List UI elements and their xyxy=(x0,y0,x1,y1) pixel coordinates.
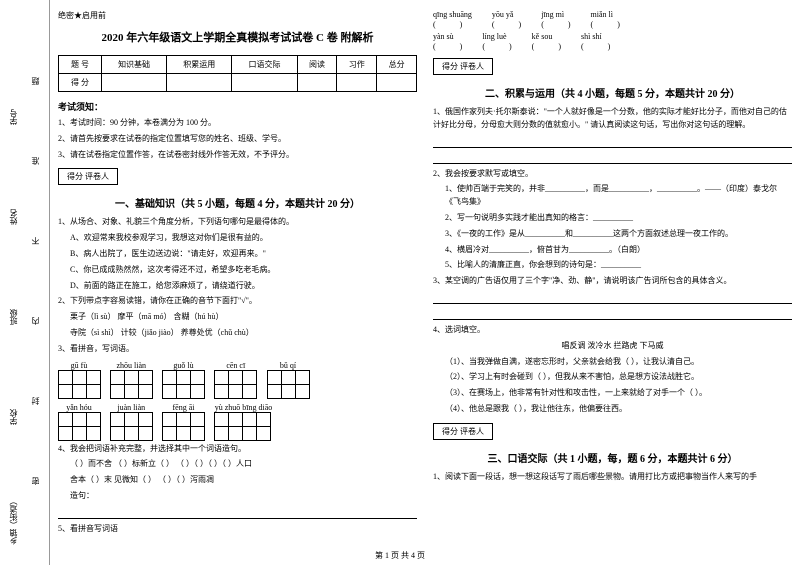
q2-4c: （3）、在赛场上，他非常有针对性和攻击性，一上来就给了对手一个（ ）。 xyxy=(433,387,792,400)
q1-3: 3、看拼音，写词语。 xyxy=(58,343,417,356)
seal-f: 题 xyxy=(30,77,41,85)
q2-4: 4、选词填空。 xyxy=(433,324,792,337)
margin-class: 班级 xyxy=(8,309,19,325)
q2-4d: （4）、他总是跟我（ ），我让他往东，他偏要往西。 xyxy=(433,403,792,416)
notice-3: 3、请在试卷指定位置作答，在试卷密封线外作答无效，不予评分。 xyxy=(58,149,417,162)
q1-1: 1、从场合、对象、礼貌三个角度分析，下列语句哪句是最得体的。 xyxy=(58,216,417,229)
left-column: 绝密★启用前 2020 年六年级语文上学期全真模拟考试试卷 C 卷 附解析 题 … xyxy=(58,10,417,555)
seal-c: 内 xyxy=(30,317,41,325)
q1-2b: 寺院（sì shì） 计较（jiǎo jiào） 养尊处优（chǔ chù） xyxy=(58,327,417,340)
binding-margin: 乡镇（街道） 学校 班级 姓名 学号 密 封 内 不 准 题 xyxy=(0,0,50,565)
score-table: 题 号知识基础积累运用口语交际阅读习作总分 得 分 xyxy=(58,55,417,92)
q2-2c: 3、《一夜的工作》是从__________和__________这两个方面叙述总… xyxy=(433,228,792,241)
seal-b: 封 xyxy=(30,397,41,405)
q2-3: 3、某空调的广告语仅用了三个字"净、劲、静"，请说明该广告词所包含的具体含义。 xyxy=(433,275,792,288)
seal-a: 密 xyxy=(30,477,41,485)
scorer-box-1: 得分 评卷人 xyxy=(58,168,118,185)
q1-5: 5、看拼音写词语 xyxy=(58,523,417,536)
q3-1: 1、阅读下面一段话，想一想这段话写了雨后哪些景物。请用打比方或把事物当作人来写的… xyxy=(433,471,792,484)
q2-2b: 2、写一句说明多实践才能出真知的格言：__________ xyxy=(433,212,792,225)
grid-row-1: gū fù zhōu liàn guǒ lù cēn cī bǔ qí xyxy=(58,359,417,401)
section-1-title: 一、基础知识（共 5 小题，每题 4 分，本题共计 20 分） xyxy=(58,195,417,210)
seal-d: 不 xyxy=(30,237,41,245)
q1-1b: B、病人出院了，医生边送边说："请走好，欢迎再来。" xyxy=(58,248,417,261)
q1-4c: 造句： xyxy=(58,490,417,503)
margin-school: 学校 xyxy=(8,409,19,425)
th-num: 题 号 xyxy=(59,56,102,74)
q1-1d: D、前面的路正在施工，给您添麻烦了，请绕道行驶。 xyxy=(58,280,417,293)
q1-2a: 栗子（lì sù） 摩平（mā mó） 含糊（hú hù） xyxy=(58,311,417,324)
exam-title: 2020 年六年级语文上学期全真模拟考试试卷 C 卷 附解析 xyxy=(58,29,417,45)
q1-4b: 舍本（ ）末 见微知（ ） （ ）（ ）泻雨凋 xyxy=(58,474,417,487)
q2-4a: （1）、当我弹做自满，遂密忘形时，父亲就会给我（ ），让我认清自己。 xyxy=(433,356,792,369)
margin-id: 学号 xyxy=(8,109,19,125)
scorer-box-3: 得分 评卷人 xyxy=(433,423,493,440)
th-score: 得 分 xyxy=(59,74,102,92)
margin-name: 姓名 xyxy=(8,209,19,225)
q2-4b: （2）、学习上有时会碰到（ ），但我从来不害怕，总是想方设法战胜它。 xyxy=(433,371,792,384)
q1-4a: （ ）而不舍 （ ）标新立（ ） （ ）（ ）（ ）（ ）人口 xyxy=(58,458,417,471)
q1-4: 4、我会把词语补充完整，并选择其中一个词语造句。 xyxy=(58,443,417,456)
section-3-title: 三、口语交际（共 1 小题，每，题 6 分，本题共计 6 分） xyxy=(433,450,792,465)
q1-1c: C、你已成成熟然然，这次考得还不过，希望多吃老毛病。 xyxy=(58,264,417,277)
grid-row-2: yǎn hóu juàn liàn fēng āi yù zhuō bīng d… xyxy=(58,401,417,443)
pinyin-row-2: yàn sù( ) líng luè( ) kě sou( ) shì shí(… xyxy=(433,32,792,52)
page-footer: 第 1 页 共 4 页 xyxy=(0,550,800,561)
secret-label: 绝密★启用前 xyxy=(58,10,417,21)
notice-1: 1、考试时间：90 分钟，本卷满分为 100 分。 xyxy=(58,117,417,130)
q2-2e: 5、比喻人的清廉正直，你会想到的诗句是：__________ xyxy=(433,259,792,272)
q2-2a: 1、使帅百端于完笑的，并非__________，而是__________，___… xyxy=(433,183,792,209)
q1-2: 2、下列带点字容易读错，请你在正确的音节下面打"√"。 xyxy=(58,295,417,308)
q2-1: 1、俄国作家列夫·托尔斯泰说："一个人就好像是一个分数，他的实际才能好比分子，而… xyxy=(433,106,792,132)
q1-1a: A、欢迎常来我校参观学习，我想这对你们是很有益的。 xyxy=(58,232,417,245)
right-column: qīng shuāng( ) yōu yǎ( ) jīng mì( ) miǎn… xyxy=(433,10,792,555)
q2-4h: 唱反调 泼冷水 拦路虎 下马威 xyxy=(433,340,792,353)
q2-2: 2、我会按要求默写或填空。 xyxy=(433,168,792,181)
scorer-box-2: 得分 评卷人 xyxy=(433,58,493,75)
blank-line xyxy=(58,507,417,519)
notice-2: 2、请首先按要求在试卷的指定位置填写您的姓名、班级、学号。 xyxy=(58,133,417,146)
margin-township: 乡镇（街道） xyxy=(8,497,19,545)
notice-heading: 考试须知： xyxy=(58,100,417,113)
section-2-title: 二、积累与运用（共 4 小题，每题 5 分，本题共计 20 分） xyxy=(433,85,792,100)
pinyin-row-1: qīng shuāng( ) yōu yǎ( ) jīng mì( ) miǎn… xyxy=(433,10,792,30)
seal-e: 准 xyxy=(30,157,41,165)
q2-2d: 4、横眉冷对__________，俯首甘为__________。（白朗） xyxy=(433,244,792,257)
